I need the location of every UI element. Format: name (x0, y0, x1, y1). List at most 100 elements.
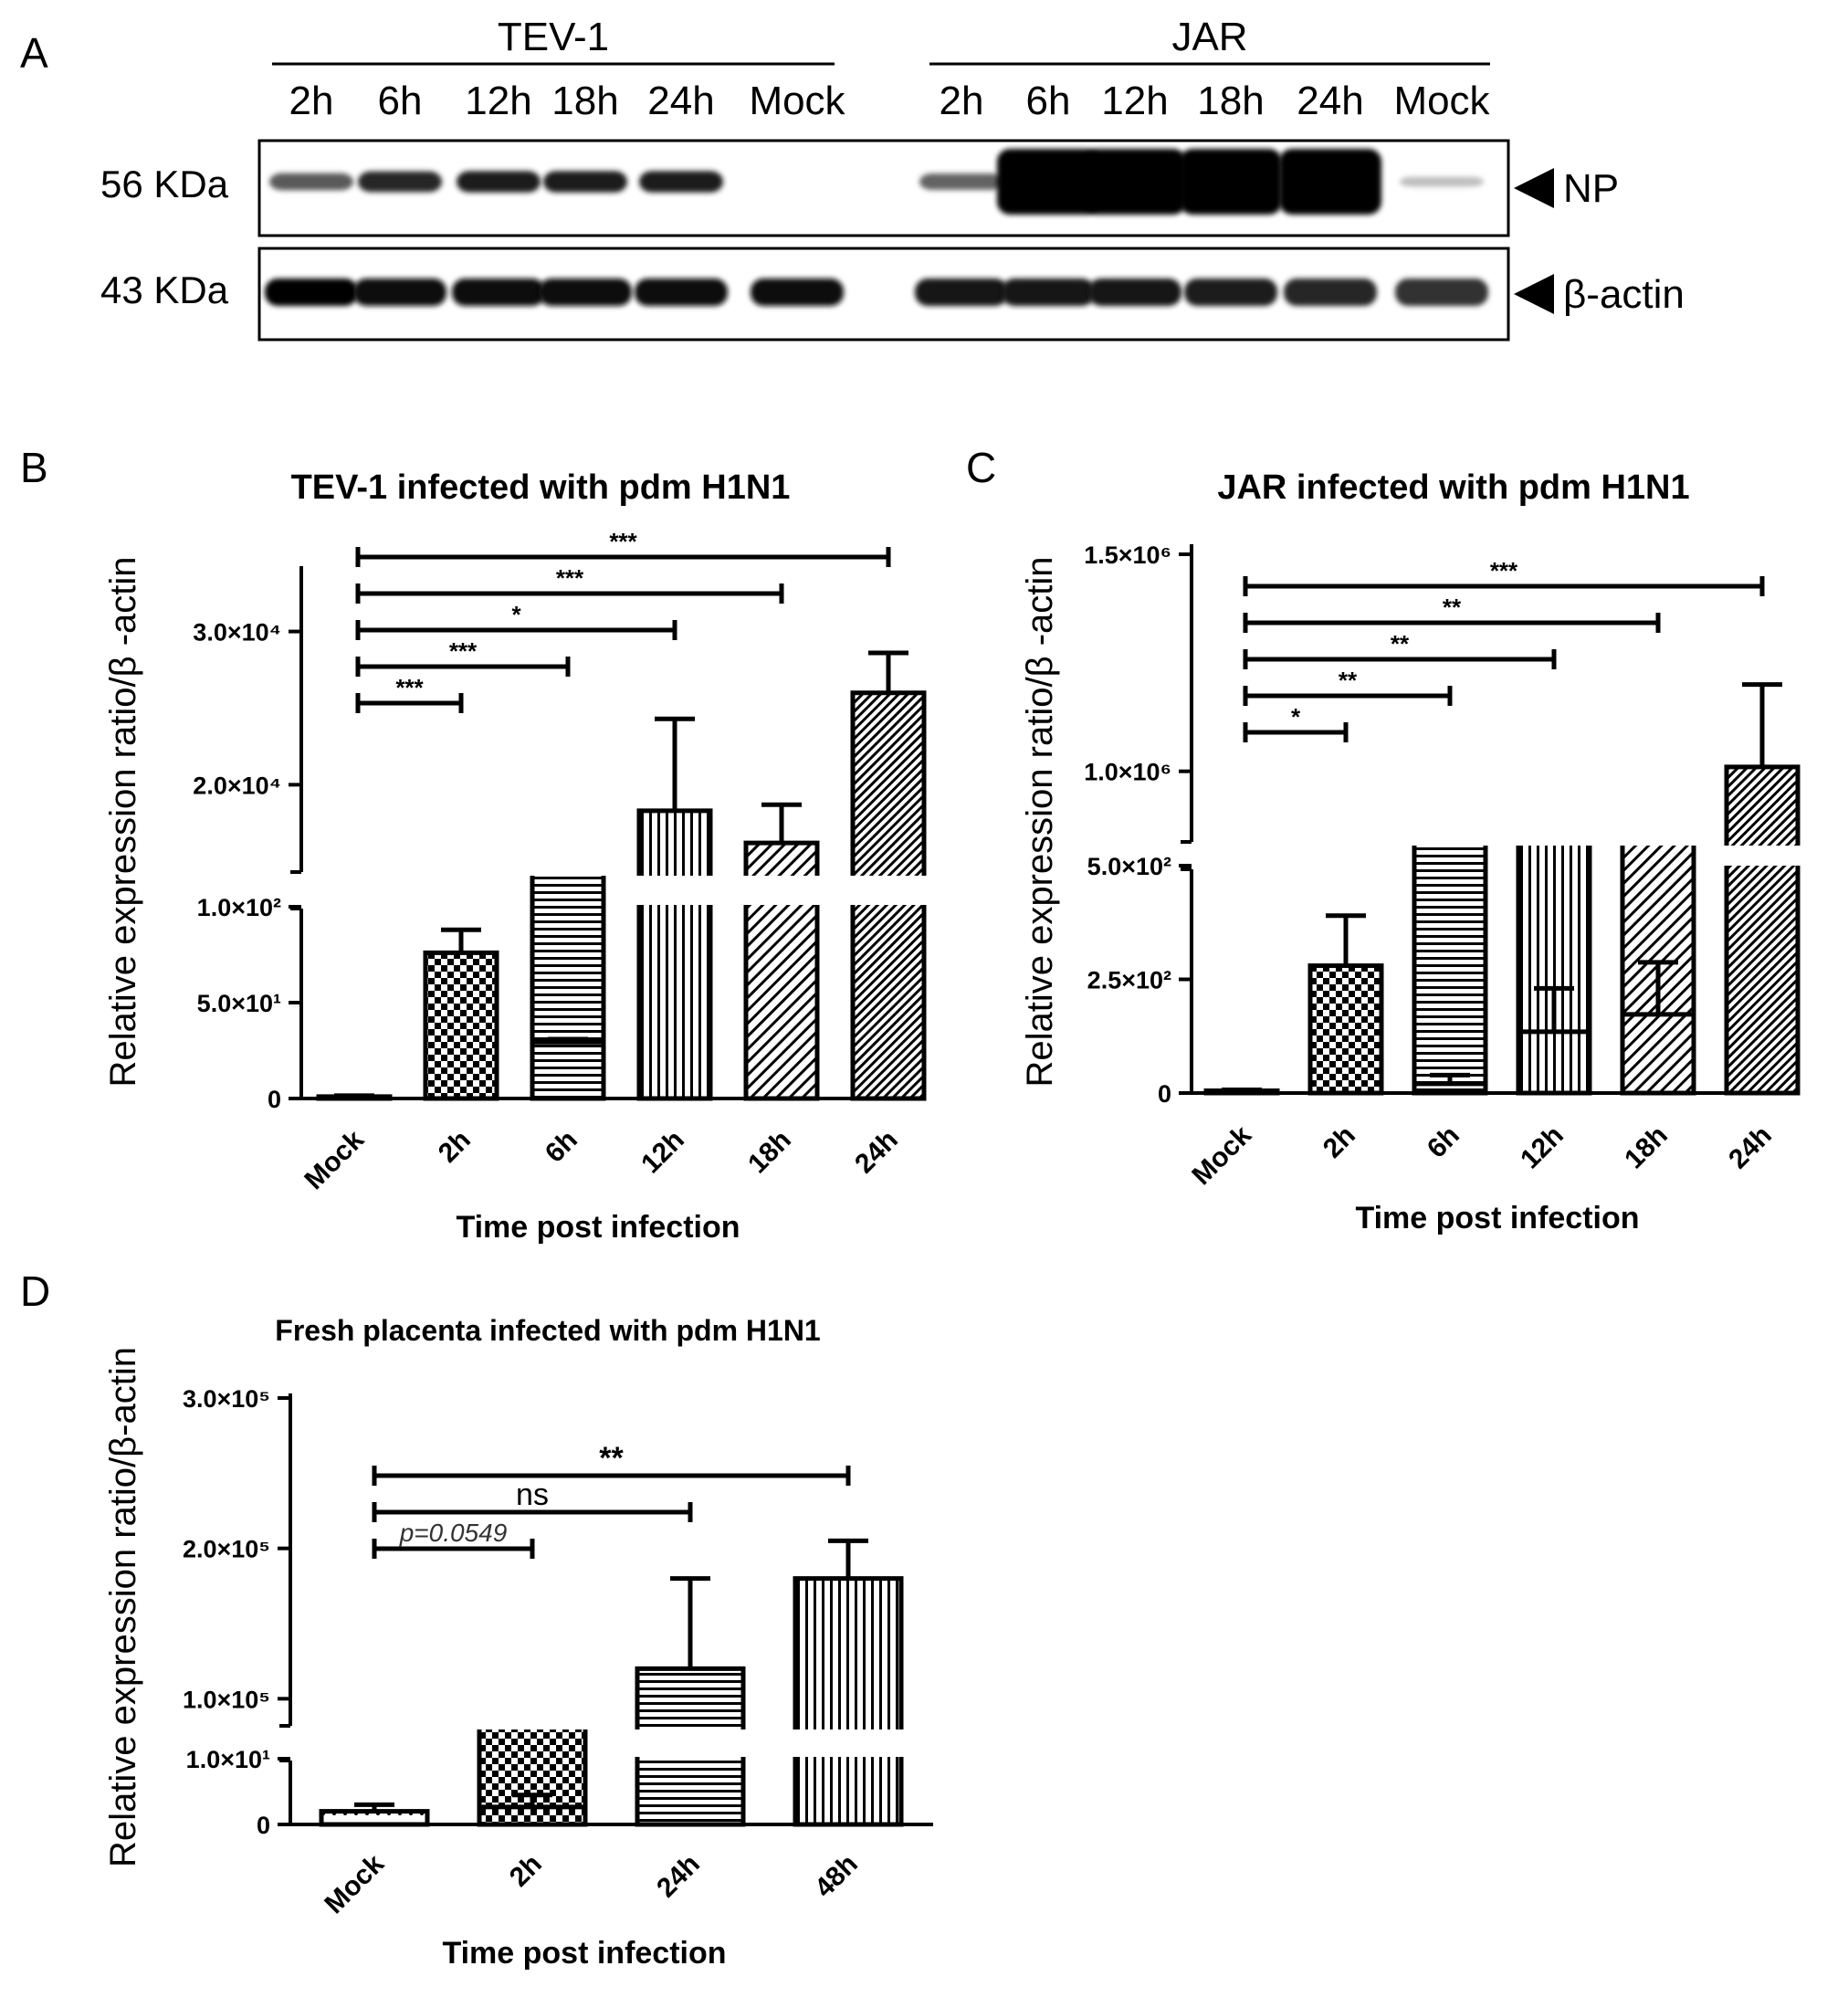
significance-label: *** (556, 564, 584, 592)
bar-lower-fill (797, 1759, 899, 1762)
significance-bracket (372, 1502, 693, 1522)
bar-lower-fill (641, 907, 709, 910)
blot-lane-label: Mock (749, 79, 845, 123)
significance-label: p=0.0549 (399, 1519, 508, 1547)
error-bar (828, 1538, 868, 1579)
blot-band (635, 279, 728, 306)
significance-bracket (1243, 613, 1661, 633)
bar-2h (1307, 963, 1384, 1096)
x-tick-label: 2h (433, 1125, 477, 1169)
y-tick-label: 1.5×10⁶ (1084, 541, 1171, 569)
blot-band (751, 279, 844, 306)
blot-band (1184, 279, 1277, 306)
bar-24h-upper (850, 690, 927, 876)
blot-lane-label: 6h (1026, 79, 1071, 123)
x-tick-label: 12h (1515, 1120, 1570, 1175)
significance-bracket (372, 1539, 535, 1559)
significance-bracket (372, 1466, 851, 1486)
error-bar (1430, 1072, 1470, 1084)
bar-2h (423, 950, 499, 1101)
y-tick-label: 0 (257, 1812, 270, 1839)
x-tick-label: 12h (635, 1125, 690, 1180)
bar-24h-upper (1724, 764, 1801, 846)
bar-6h-upper (1412, 846, 1488, 1087)
significance-label: ** (1391, 630, 1410, 657)
significance-label: *** (609, 528, 637, 555)
blot-group-tev-1: TEV-1 (498, 15, 609, 59)
blot-marker-label: 56 KDa (100, 163, 229, 205)
significance-label: * (1291, 703, 1301, 731)
y-tick-label: 0 (1158, 1080, 1171, 1108)
panel-label-d: D (20, 1267, 50, 1315)
y-tick-label: 1.0×10² (197, 894, 281, 921)
x-axis-label: Time post infection (442, 1936, 726, 1971)
significance-label: *** (1490, 557, 1518, 584)
blot-band (265, 279, 358, 306)
significance-bracket (355, 547, 891, 567)
error-bar (868, 650, 908, 693)
bar-lower-fill (748, 907, 815, 910)
bar-lower-fill (639, 1759, 741, 1762)
bar-12h-upper (636, 808, 713, 876)
error-bar (1326, 913, 1366, 966)
bar-12h-lower (636, 905, 713, 1101)
bar-6h-upper (530, 876, 606, 1045)
blot-band (452, 279, 545, 306)
bar-24h-lower (635, 1757, 746, 1827)
y-tick-label: 3.0×10⁵ (183, 1385, 270, 1413)
bar-24h-upper (635, 1666, 746, 1729)
bar-lower-fill (855, 907, 922, 910)
bar-18h-lower (743, 905, 820, 1101)
significance-label: ** (1339, 667, 1358, 694)
significance-label: ** (1443, 594, 1462, 621)
x-tick-label: 24h (651, 1849, 706, 1904)
error-bar (1222, 1088, 1262, 1093)
x-tick-label: Mock (299, 1124, 370, 1195)
blot-lane-label: 12h (1101, 79, 1168, 123)
error-bar (761, 802, 802, 844)
chart-b-tev1: TEV-1 infected with pdm H1N1 Relative exp… (103, 468, 927, 1245)
x-tick-label: Mock (1186, 1120, 1257, 1191)
x-tick-label: 18h (1619, 1120, 1674, 1175)
blot-lane-label: 18h (551, 79, 618, 123)
y-tick-label: 1.0×10¹ (186, 1746, 270, 1773)
blot-band (1395, 279, 1488, 306)
y-tick-label: 5.0×10² (1087, 853, 1171, 880)
chart-d-fresh-placenta: Fresh placenta infected with pdm H1N1 Rel… (103, 1314, 933, 1971)
x-tick-label: 2h (504, 1849, 548, 1893)
x-axis-label: Time post infection (456, 1210, 740, 1245)
bar-48h-upper (793, 1576, 904, 1729)
blot-band (919, 173, 1003, 190)
blot-lane-label: 6h (378, 79, 423, 123)
significance-bracket (355, 657, 571, 677)
blot-lane-label: 24h (647, 79, 714, 123)
blot-band (358, 171, 442, 193)
x-tick-label: 6h (1422, 1120, 1465, 1164)
significance-label: * (511, 601, 521, 628)
blot-arrow-icon (1514, 274, 1554, 314)
y-axis-label: Relative expression ratio/β-actin (103, 1347, 143, 1867)
blot-band (539, 279, 632, 306)
blot-band (1284, 279, 1377, 306)
blot-group-jar: JAR (1171, 15, 1247, 59)
blot-band (457, 171, 541, 193)
blot-lane-label: 2h (289, 79, 334, 123)
error-bar (670, 1576, 710, 1669)
bar-24h-lower (1724, 866, 1801, 1096)
significance-label: ns (516, 1477, 549, 1512)
significance-bracket (1243, 576, 1765, 596)
blot-band (1180, 149, 1282, 215)
error-bar (512, 1792, 552, 1807)
chart-title: TEV-1 infected with pdm H1N1 (291, 468, 791, 507)
blot-lane-label: 24h (1297, 79, 1363, 123)
x-tick-label: 2h (1318, 1120, 1361, 1164)
error-bar (1742, 682, 1782, 767)
x-tick-label: 48h (809, 1849, 864, 1904)
blot-target-label: β-actin (1563, 272, 1685, 317)
x-tick-label: 18h (742, 1125, 797, 1180)
chart-title: JAR infected with pdm H1N1 (1217, 468, 1689, 507)
y-axis-label: Relative expression ratio/β -actin (1020, 556, 1060, 1087)
error-bar (655, 716, 695, 811)
blot-lane-label: 2h (940, 79, 984, 123)
blot-band (997, 149, 1099, 215)
